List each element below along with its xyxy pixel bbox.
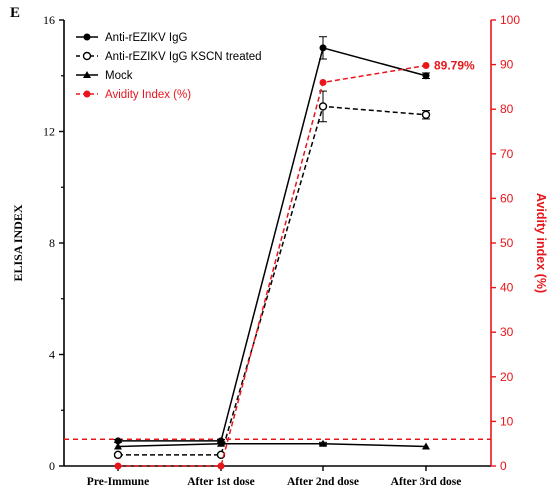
right-tick-label: 100 <box>500 13 520 27</box>
right-tick-label: 60 <box>500 191 514 205</box>
panel-label: E <box>10 5 20 21</box>
series-line <box>117 442 427 448</box>
data-point <box>319 439 327 447</box>
right-tick-label: 40 <box>500 281 514 295</box>
right-tick-label: 50 <box>500 236 514 250</box>
x-tick-label: Pre-Immune <box>87 476 149 488</box>
left-tick-label: 0 <box>49 459 55 473</box>
right-tick-label: 80 <box>500 102 514 116</box>
data-point <box>113 450 123 460</box>
series-line <box>118 46 427 442</box>
right-tick-label: 90 <box>500 58 514 72</box>
left-tick-label: 16 <box>43 13 55 27</box>
right-axis-label: Avidity index (%) <box>534 193 548 293</box>
x-tick-label: After 3rd dose <box>391 476 462 488</box>
right-tick-label: 0 <box>500 459 507 473</box>
legend-marker <box>83 33 91 41</box>
series-line <box>118 105 427 456</box>
legend-label: Mock <box>105 70 133 82</box>
series-0 <box>114 36 430 445</box>
series-3 <box>114 62 430 470</box>
data-point <box>114 462 122 470</box>
series-line <box>118 64 427 467</box>
data-point <box>114 442 122 450</box>
x-tick-label: After 2nd dose <box>287 476 359 488</box>
legend-marker <box>83 90 91 98</box>
right-tick-label: 20 <box>500 370 514 384</box>
legend-label: Anti-rEZIKV IgG KSCN treated <box>105 51 262 63</box>
axes: 0 4 8 12 16 0 10 20 30 40 50 60 70 80 90 100 Pre-Immune A… <box>43 13 520 488</box>
series-group <box>113 36 431 470</box>
legend-marker <box>82 51 92 61</box>
x-tick-label: After 1st dose <box>187 476 255 488</box>
data-point <box>217 439 225 447</box>
left-tick-label: 4 <box>49 348 55 362</box>
series-2 <box>114 439 430 450</box>
data-point <box>318 102 328 111</box>
left-tick-label: 12 <box>43 125 55 139</box>
legend-label: Avidity Index (%) <box>105 89 191 101</box>
left-tick-label: 8 <box>49 236 55 250</box>
avidity-annotation: 89.79% <box>434 59 475 73</box>
data-point <box>422 442 430 450</box>
legend: Anti-rEZIKV IgG Anti-rEZIKV IgG KSCN trea… <box>76 32 262 101</box>
left-axis-label: ELISA INDEX <box>11 204 25 281</box>
right-tick-label: 70 <box>500 147 514 161</box>
right-tick-label: 30 <box>500 325 514 339</box>
data-point <box>422 72 430 80</box>
right-tick-label: 10 <box>500 414 514 428</box>
legend-label: Anti-rEZIKV IgG <box>105 32 187 44</box>
data-point <box>217 462 225 470</box>
data-point <box>422 62 430 70</box>
data-point <box>319 78 327 86</box>
data-point <box>319 44 327 52</box>
legend-marker <box>83 71 91 78</box>
data-point <box>114 437 122 445</box>
data-point <box>421 110 431 119</box>
